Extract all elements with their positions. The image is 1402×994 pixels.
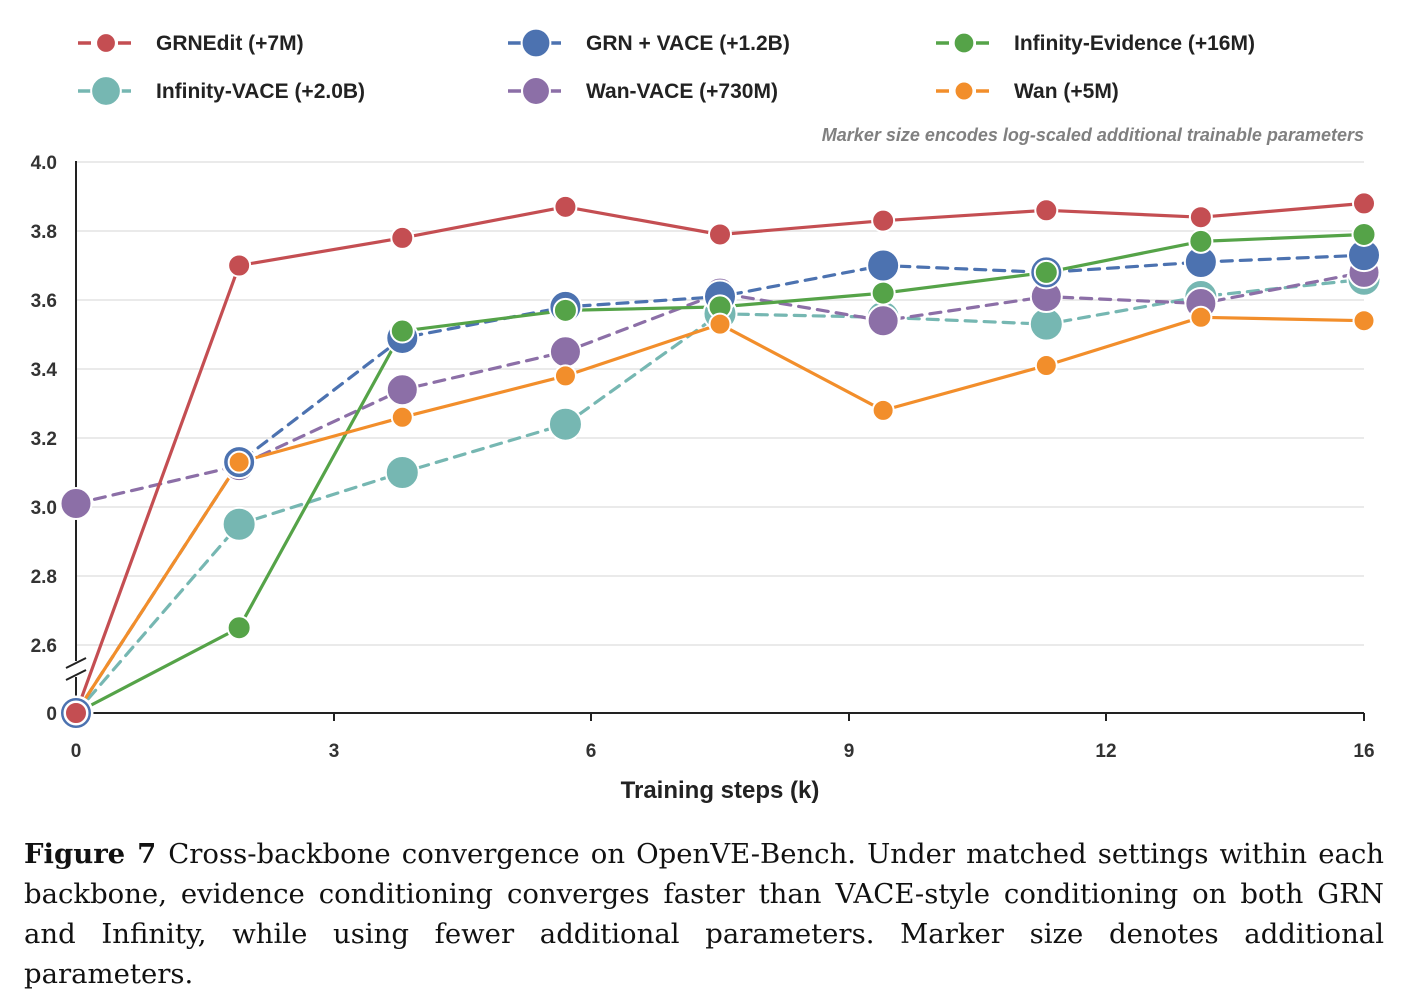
axis-break-mark [65,657,87,669]
legend-item: Wan-VACE (+730M) [508,76,778,106]
legend-item: Wan (+5M) [936,80,1119,103]
data-point [64,701,88,725]
x-tick-label: 3 [329,741,340,762]
legend-label: Infinity-Evidence (+16M) [1014,32,1255,55]
x-tick-label: 6 [586,741,597,762]
series-line [74,277,1366,715]
data-point [1189,305,1213,329]
axes [65,161,1365,721]
legend-label: Wan-VACE (+730M) [586,80,778,103]
data-point [708,312,732,336]
data-point [59,487,93,521]
data-point [552,297,578,323]
data-point [708,222,732,247]
series-line [74,315,1366,715]
legend-item: GRN + VACE (+1.2B) [508,27,790,59]
legend-item: Infinity-Evidence (+16M) [936,31,1255,55]
legend: GRNEdit (+7M) GRN + VACE (+1.2B) Infinity-… [78,27,1255,107]
data-point [866,304,900,338]
x-tick-label: 9 [844,741,855,762]
figure-label: Figure 7 [24,838,157,870]
data-point [221,506,257,542]
legend-label: Wan (+5M) [1014,80,1119,103]
legend-label: GRN + VACE (+1.2B) [586,32,790,55]
series-markers [58,191,1382,731]
data-point [1034,354,1058,378]
data-point [1351,221,1377,247]
y-tick-label: 3.0 [31,498,57,519]
legend-label: Infinity-VACE (+2.0B) [156,80,365,103]
convergence-chart: GRNEdit (+7M) GRN + VACE (+1.2B) Infinity-… [31,27,1382,804]
data-point [1188,205,1213,230]
y-tick-labels: 0 2.6 2.8 3.0 3.2 3.4 3.6 3.8 4.0 [31,153,58,725]
data-point [227,450,251,474]
data-point [866,248,901,283]
x-tick-label: 0 [71,741,82,762]
data-point [553,364,577,388]
data-point [385,373,419,407]
data-point [227,253,252,278]
figure-caption: Figure 7 Cross-backbone convergence on Op… [24,834,1384,994]
data-point [871,208,896,233]
data-point [390,405,414,429]
x-tick-labels: 0 3 6 9 12 16 [71,741,1375,762]
y-tick-label: 2.6 [31,636,57,657]
legend-swatch-marker [952,31,976,55]
legend-item: Infinity-VACE (+2.0B) [78,75,365,107]
y-tick-label: 3.2 [31,429,57,450]
x-tick-label: 12 [1095,741,1116,762]
caption-text: Cross-backbone convergence on OpenVE-Ben… [24,838,1384,990]
x-axis-title: Training steps (k) [621,777,820,804]
y-tick-label: 2.8 [31,567,57,588]
data-point [871,398,895,422]
data-point [389,318,415,344]
data-point [1188,228,1214,254]
y-tick-label: 3.4 [31,360,58,381]
data-point [1034,198,1059,223]
y-tick-label: 3.8 [31,222,57,243]
data-point [547,406,583,442]
data-point [384,455,420,490]
data-point [548,335,582,369]
legend-swatch-marker [90,75,122,107]
data-point [390,225,415,250]
data-point [553,194,578,219]
series-line [74,270,1366,506]
data-point [1352,191,1376,216]
y-tick-label: 0 [46,704,57,725]
data-point [870,280,896,306]
data-point [226,615,252,641]
x-tick-label: 16 [1353,741,1374,762]
legend-swatch-marker [953,80,975,102]
y-tick-label: 3.6 [31,291,57,312]
legend-swatch-marker [521,76,551,106]
legend-swatch-marker [95,32,117,54]
marker-size-note: Marker size encodes log-scaled additiona… [822,125,1364,145]
legend-swatch-marker [520,27,552,59]
legend-label: GRNEdit (+7M) [156,32,304,55]
axis-break-mark [65,669,87,681]
data-point [1033,259,1059,285]
legend-item: GRNEdit (+7M) [78,32,304,55]
data-point [1352,309,1376,333]
y-tick-label: 4.0 [31,153,57,174]
